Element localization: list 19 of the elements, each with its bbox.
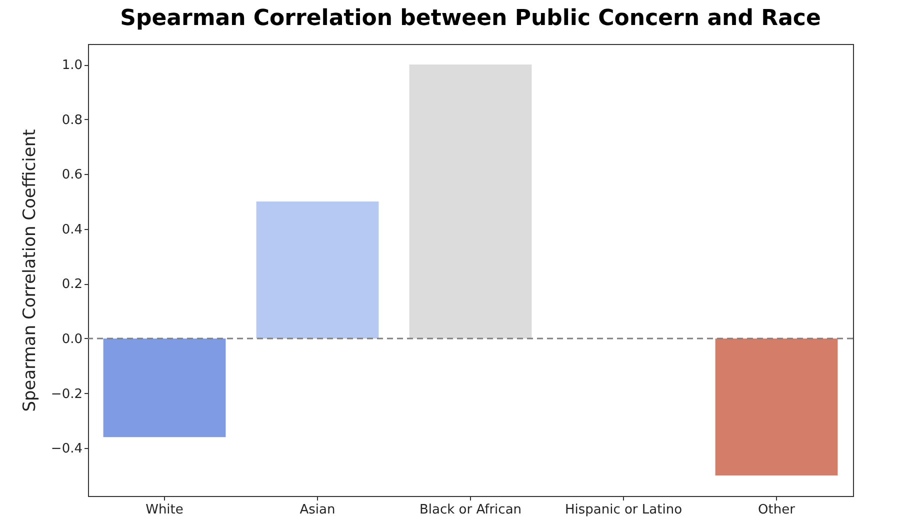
y-tick-label: 0.8 [62,112,82,128]
y-tick-label: 0.0 [62,332,82,347]
y-tick-label: 1.0 [62,58,82,74]
y-tick-label: −0.4 [50,442,82,457]
bar [256,202,379,338]
chart-title: Spearman Correlation between Public Concern and Race [120,6,821,31]
bar [715,338,838,476]
x-tick-label: Other [758,502,796,518]
x-tick-label: Asian [300,502,336,518]
y-tick-label: 0.6 [62,168,82,183]
y-axis-title: Spearman Correlation Coefficient [20,128,40,412]
bar [409,64,532,338]
x-tick-label: Black or African [419,502,522,518]
y-tick-label: 0.4 [62,222,82,238]
y-tick-label: −0.2 [50,386,82,402]
bar [103,338,226,438]
x-tick-label: Hispanic or Latino [564,502,682,518]
y-tick-label: 0.2 [62,277,82,292]
x-tick-label: White [146,502,184,518]
